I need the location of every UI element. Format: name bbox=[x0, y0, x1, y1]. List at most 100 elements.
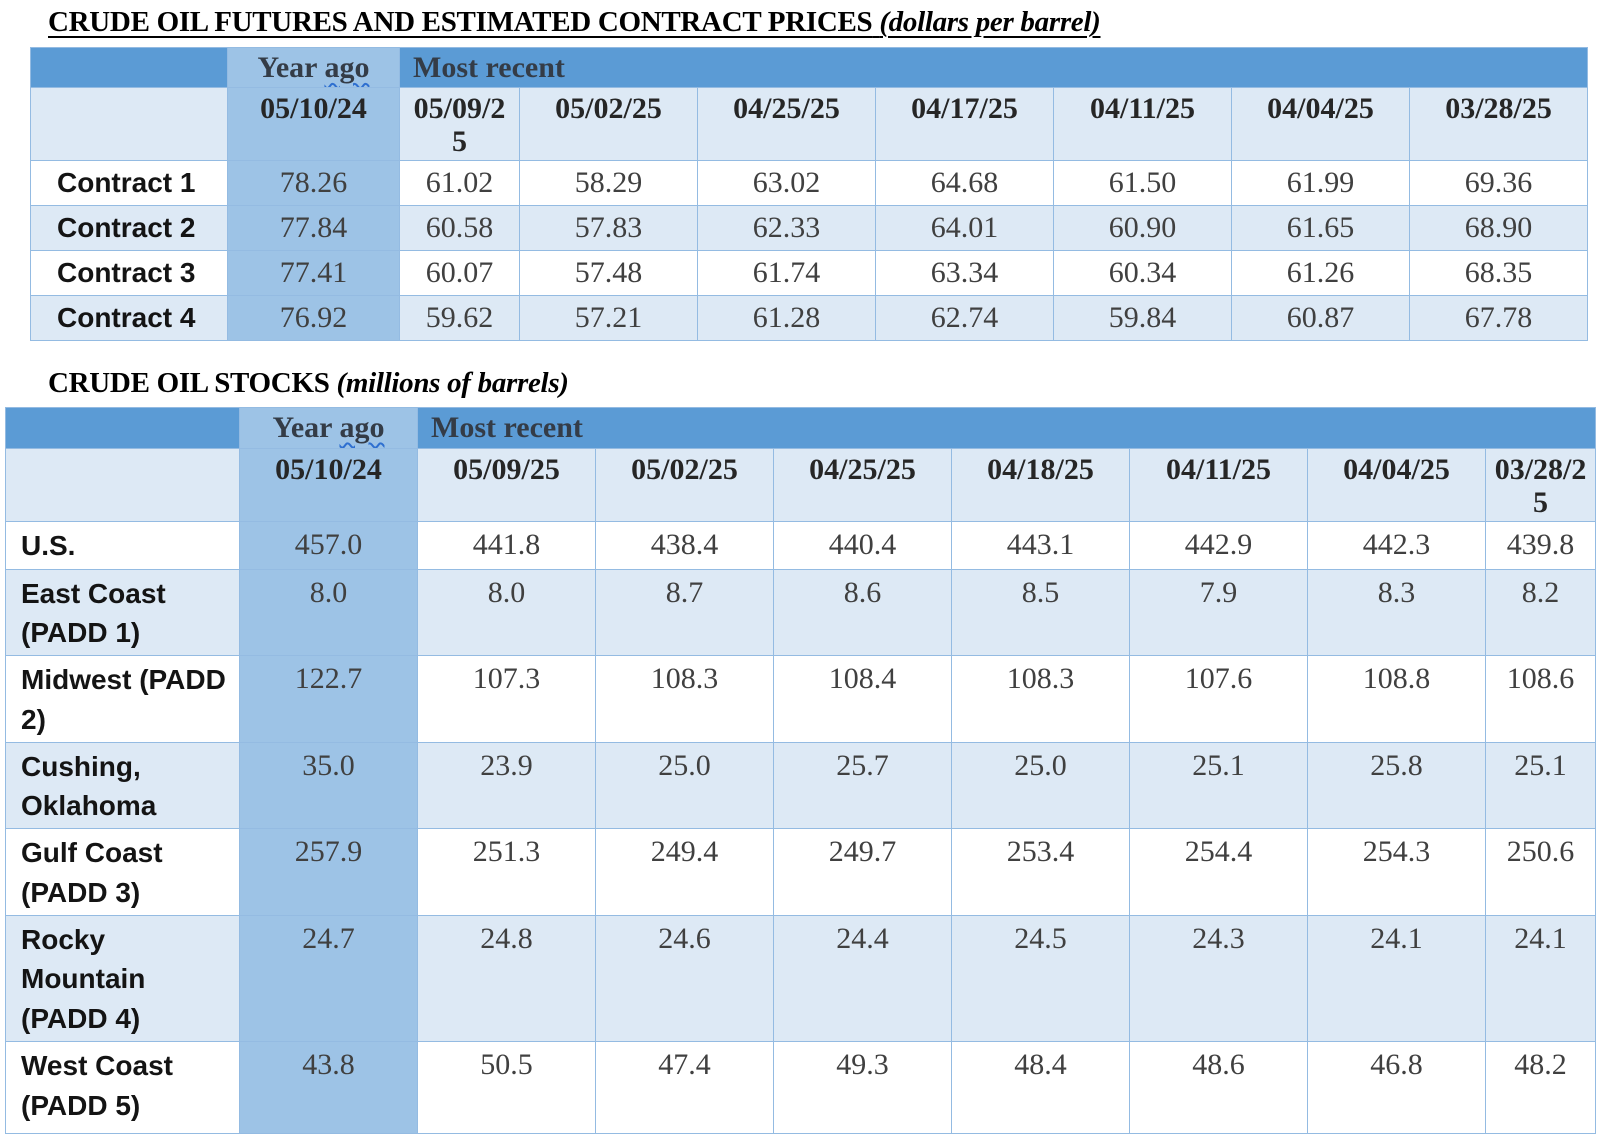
value-cell: 8.6 bbox=[773, 568, 952, 657]
empty-corner-cell bbox=[5, 406, 240, 449]
value-cell: 249.7 bbox=[773, 828, 952, 916]
value-cell: 251.3 bbox=[417, 828, 596, 916]
value-cell: 25.7 bbox=[773, 741, 952, 830]
value-cell: 68.35 bbox=[1408, 250, 1589, 297]
value-cell: 61.74 bbox=[697, 250, 876, 297]
value-cell: 8.7 bbox=[595, 568, 774, 657]
value-cell: 57.21 bbox=[519, 295, 698, 342]
value-cell: 69.36 bbox=[1408, 160, 1589, 207]
table-row: U.S. 457.0 441.8 438.4 440.4 443.1 442.9 442.3 4… bbox=[5, 520, 1597, 570]
value-cell: 249.4 bbox=[595, 828, 774, 916]
empty-corner-cell bbox=[30, 87, 228, 162]
value-cell: 63.02 bbox=[697, 160, 876, 207]
year-ago-value-cell: 77.41 bbox=[227, 250, 400, 297]
table-row: Midwest (PADD 2) 122.7 107.3 108.3 108.4 108.… bbox=[5, 655, 1597, 743]
value-cell: 25.1 bbox=[1484, 741, 1597, 830]
value-cell: 253.4 bbox=[951, 828, 1130, 916]
value-cell: 62.74 bbox=[875, 295, 1054, 342]
most-recent-header: Most recent bbox=[398, 47, 1589, 89]
value-cell: 57.48 bbox=[519, 250, 698, 297]
value-cell: 48.6 bbox=[1129, 1040, 1308, 1134]
value-cell: 48.4 bbox=[951, 1040, 1130, 1134]
value-cell: 49.3 bbox=[773, 1040, 952, 1134]
date-header-cell: 05/02/25 bbox=[519, 87, 698, 162]
value-cell: 68.90 bbox=[1408, 205, 1589, 252]
row-label-cell: U.S. bbox=[5, 520, 240, 570]
value-cell: 108.3 bbox=[595, 655, 774, 743]
row-label-cell: West Coast (PADD 5) bbox=[5, 1040, 240, 1134]
value-cell: 443.1 bbox=[951, 520, 1130, 570]
most-recent-header: Most recent bbox=[416, 406, 1597, 449]
row-label-cell: Contract 1 bbox=[30, 160, 228, 207]
value-cell: 108.8 bbox=[1307, 655, 1486, 743]
row-label-cell: East Coast (PADD 1) bbox=[5, 568, 240, 657]
year-ago-header: Year ago bbox=[239, 406, 418, 449]
value-cell: 61.65 bbox=[1231, 205, 1410, 252]
year-ago-value-cell: 8.0 bbox=[239, 568, 418, 657]
stocks-table: Year ago Most recent 05/10/24 05/09/25 05… bbox=[5, 406, 1597, 1134]
year-ago-value-cell: 457.0 bbox=[239, 520, 418, 570]
header-band-row: Year ago Most recent bbox=[5, 406, 1597, 449]
value-cell: 60.07 bbox=[399, 250, 520, 297]
value-cell: 64.01 bbox=[875, 205, 1054, 252]
value-cell: 254.3 bbox=[1307, 828, 1486, 916]
table-row: West Coast (PADD 5) 43.8 50.5 47.4 49.3 48.4 4… bbox=[5, 1040, 1597, 1134]
date-header-row: 05/10/24 05/09/25 05/02/25 04/25/25 04/18/2… bbox=[5, 447, 1597, 522]
table-row: Rocky Mountain (PADD 4) 24.7 24.8 24.6 24.4 2… bbox=[5, 914, 1597, 1042]
value-cell: 58.29 bbox=[519, 160, 698, 207]
value-cell: 108.3 bbox=[951, 655, 1130, 743]
row-label-cell: Contract 2 bbox=[30, 205, 228, 252]
value-cell: 107.6 bbox=[1129, 655, 1308, 743]
table-row: Gulf Coast (PADD 3) 257.9 251.3 249.4 249.7 2… bbox=[5, 828, 1597, 916]
value-cell: 62.33 bbox=[697, 205, 876, 252]
year-ago-value-cell: 78.26 bbox=[227, 160, 400, 207]
date-header-cell: 04/11/25 bbox=[1129, 447, 1308, 522]
value-cell: 23.9 bbox=[417, 741, 596, 830]
year-ago-value-cell: 43.8 bbox=[239, 1040, 418, 1134]
year-ago-header: Year ago bbox=[227, 47, 400, 89]
date-header-cell: 05/09/25 bbox=[417, 447, 596, 522]
date-header-cell: 04/04/25 bbox=[1307, 447, 1486, 522]
year-ago-value-cell: 257.9 bbox=[239, 828, 418, 916]
value-cell: 8.3 bbox=[1307, 568, 1486, 657]
value-cell: 8.2 bbox=[1484, 568, 1597, 657]
value-cell: 442.3 bbox=[1307, 520, 1486, 570]
year-ago-date-cell: 05/10/24 bbox=[239, 447, 418, 522]
value-cell: 61.50 bbox=[1053, 160, 1232, 207]
date-header-cell: 04/04/25 bbox=[1231, 87, 1410, 162]
value-cell: 60.58 bbox=[399, 205, 520, 252]
table-row: Contract 2 77.84 60.58 57.83 62.33 64.01 60.90… bbox=[30, 205, 1589, 252]
futures-section: CRUDE OIL FUTURES AND ESTIMATED CONTRACT… bbox=[30, 6, 1603, 342]
row-label-cell: Midwest (PADD 2) bbox=[5, 655, 240, 743]
value-cell: 8.5 bbox=[951, 568, 1130, 657]
date-header-row: 05/10/24 05/09/25 05/02/25 04/25/25 04/17/2… bbox=[30, 87, 1589, 162]
futures-table-body: Contract 1 78.26 61.02 58.29 63.02 64.68 61.50… bbox=[30, 160, 1589, 342]
date-header-cell: 05/09/25 bbox=[399, 87, 520, 162]
value-cell: 63.34 bbox=[875, 250, 1054, 297]
value-cell: 24.5 bbox=[951, 914, 1130, 1042]
year-ago-value-cell: 76.92 bbox=[227, 295, 400, 342]
table-row: Contract 3 77.41 60.07 57.48 61.74 63.34 60.34… bbox=[30, 250, 1589, 297]
header-band-row: Year ago Most recent bbox=[30, 47, 1589, 89]
row-label-cell: Rocky Mountain (PADD 4) bbox=[5, 914, 240, 1042]
value-cell: 441.8 bbox=[417, 520, 596, 570]
table-row: Contract 1 78.26 61.02 58.29 63.02 64.68 61.50… bbox=[30, 160, 1589, 207]
futures-table: Year ago Most recent 05/10/24 05/09/25 05… bbox=[30, 47, 1589, 342]
spellcheck-underline: ago bbox=[324, 51, 370, 85]
value-cell: 254.4 bbox=[1129, 828, 1308, 916]
value-cell: 24.4 bbox=[773, 914, 952, 1042]
value-cell: 60.34 bbox=[1053, 250, 1232, 297]
value-cell: 25.8 bbox=[1307, 741, 1486, 830]
value-cell: 439.8 bbox=[1484, 520, 1597, 570]
title-unit: (millions of barrels) bbox=[336, 367, 569, 400]
year-ago-value-cell: 24.7 bbox=[239, 914, 418, 1042]
value-cell: 8.0 bbox=[417, 568, 596, 657]
value-cell: 24.3 bbox=[1129, 914, 1308, 1042]
value-cell: 47.4 bbox=[595, 1040, 774, 1134]
value-cell: 25.0 bbox=[951, 741, 1130, 830]
stocks-table-body: U.S. 457.0 441.8 438.4 440.4 443.1 442.9 442.3 4… bbox=[5, 520, 1597, 1134]
year-ago-value-cell: 122.7 bbox=[239, 655, 418, 743]
spellcheck-underline: ago bbox=[339, 411, 385, 445]
row-label-cell: Gulf Coast (PADD 3) bbox=[5, 828, 240, 916]
title-text: CRUDE OIL STOCKS bbox=[48, 367, 330, 400]
